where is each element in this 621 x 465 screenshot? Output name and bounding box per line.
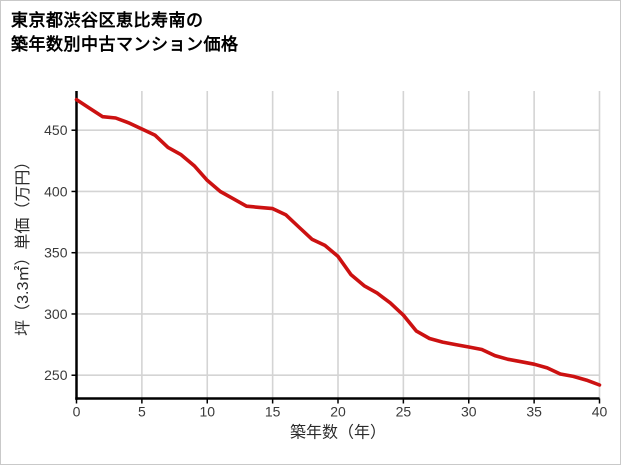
y-tick-label: 400 [44,183,68,199]
y-tick-label: 250 [44,367,68,383]
x-tick-label: 10 [199,404,215,420]
chart-title: 東京都渋谷区恵比寿南の 築年数別中古マンション価格 [11,9,239,57]
y-tick-label: 350 [44,245,68,261]
y-tick-label: 450 [44,122,68,138]
x-tick-label: 35 [526,404,542,420]
chart-title-line2: 築年数別中古マンション価格 [11,35,239,54]
x-tick-label: 5 [138,404,146,420]
y-axis-title: 坪（3.3㎡）単価（万円） [14,154,32,336]
x-tick-label: 30 [461,404,477,420]
chart-title-line1: 東京都渋谷区恵比寿南の [11,11,204,30]
x-tick-label: 15 [265,404,281,420]
x-tick-label: 40 [592,404,608,420]
price-series-line [74,97,602,387]
x-tick-label: 20 [330,404,346,420]
y-tick-label: 300 [44,306,68,322]
x-axis-title: 築年数（年） [290,424,386,442]
x-tick-label: 25 [396,404,412,420]
x-tick-label: 0 [73,404,81,420]
